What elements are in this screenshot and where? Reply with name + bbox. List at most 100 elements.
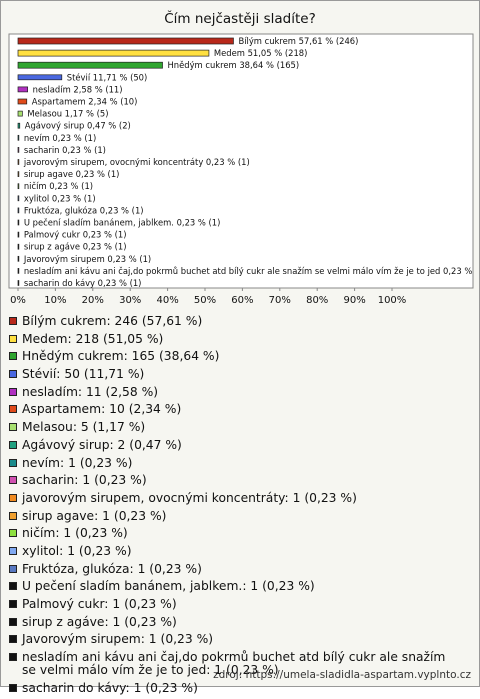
legend-label: sacharin do kávy: 1 (0,23 %) (22, 680, 198, 695)
bar (17, 255, 20, 262)
legend-label: U pečení sladím banánem, jablkem.: 1 (0,… (22, 579, 315, 594)
legend-item: Bílým cukrem: 246 (57,61 %) (9, 315, 459, 328)
legend-label: Melasou: 5 (1,17 %) (22, 420, 146, 435)
legend-label: Fruktóza, glukóza: 1 (0,23 %) (22, 561, 202, 576)
legend-item: Aspartamem: 10 (2,34 %) (9, 403, 459, 416)
legend-swatch (9, 653, 17, 662)
legend-swatch (9, 635, 17, 644)
legend-label: Hnědým cukrem: 165 (38,64 %) (22, 349, 220, 364)
bar-label: javorovým sirupem, ovocnými koncentráty … (23, 157, 250, 167)
plot-area (8, 33, 474, 289)
bar-label: nevím 0,23 % (1) (24, 133, 96, 143)
bar-label: Melasou 1,17 % (5) (27, 109, 108, 119)
bar-label: Palmový cukr 0,23 % (1) (24, 230, 127, 240)
legend-item: Fruktóza, glukóza: 1 (0,23 %) (9, 561, 459, 576)
legend-swatch (9, 317, 17, 325)
chart: Čím nejčastěji sladíte? Bílým cukrem 57,… (8, 9, 479, 306)
x-tick-label: 70% (269, 295, 291, 306)
bar-label: Aspartamem 2,34 % (10) (32, 97, 138, 107)
legend-item: sacharin: 1 (0,23 %) (9, 474, 459, 487)
x-tick-label: 60% (231, 295, 253, 306)
plot: Bílým cukrem 57,61 % (246) Medem 51,05 % … (17, 36, 479, 288)
legend-item: Melasou: 5 (1,17 %) (9, 421, 459, 434)
bar (17, 134, 20, 141)
legend-swatch (9, 511, 17, 520)
x-tick-label: 0% (10, 295, 26, 306)
legend-swatch (9, 370, 17, 379)
legend-item: nevím: 1 (0,23 %) (9, 455, 459, 470)
legend-label: sirup agave: 1 (0,23 %) (22, 508, 167, 523)
bar-label: sacharin do kávy 0,23 % (1) (24, 278, 142, 288)
bar (17, 86, 28, 93)
legend-swatch (9, 387, 17, 396)
bar-label: Agávový sirup 0,47 % (2) (25, 121, 131, 131)
x-tick-label: 50% (194, 295, 216, 306)
bar (17, 61, 163, 69)
x-tick-label: 20% (82, 295, 104, 306)
bar-label: Hnědým cukrem 38,64 % (165) (168, 60, 300, 70)
bar (17, 219, 20, 226)
legend-swatch (9, 600, 17, 608)
legend-item: ničím: 1 (0,23 %) (9, 527, 459, 540)
bar-label: nesladím ani kávu ani čaj,do pokrmů buch… (24, 266, 479, 276)
source: zdroj: https://umela-sladidla-aspartam.v… (213, 669, 471, 681)
legend-swatch (9, 458, 17, 467)
legend-item: Palmový cukr: 1 (0,23 %) (9, 598, 459, 611)
legend-item: Javorovým sirupem: 1 (0,23 %) (9, 633, 459, 646)
legend-swatch (9, 564, 17, 573)
legend-swatch (9, 334, 17, 343)
bar (17, 98, 28, 105)
legend-label: Javorovým sirupem: 1 (0,23 %) (22, 632, 214, 647)
legend-item: nesladím: 11 (2,58 %) (9, 384, 459, 399)
x-tick-label: 30% (119, 295, 141, 306)
legend: Bílým cukrem: 246 (57,61 %) Medem: 218 (5… (9, 315, 459, 699)
legend-label: javorovým sirupem, ovocnými koncentráty:… (22, 490, 357, 505)
legend-swatch (9, 617, 17, 626)
legend-label: ničím: 1 (0,23 %) (22, 526, 128, 541)
legend-swatch (9, 546, 17, 555)
x-tick-label: 40% (156, 295, 178, 306)
bar (17, 207, 20, 214)
legend-item: nesladím ani kávu ani čaj,do pokrmů buch… (9, 651, 459, 677)
legend-label: Bílým cukrem: 246 (57,61 %) (22, 314, 203, 328)
bar (17, 243, 20, 250)
bar-label: xylitol 0,23 % (1) (24, 193, 96, 203)
legend-item: Agávový sirup: 2 (0,47 %) (9, 438, 459, 452)
legend-swatch (9, 493, 17, 502)
bar-label: sacharin 0,23 % (1) (24, 145, 106, 155)
bar (17, 74, 63, 81)
bar-label: Stévií 11,71 % (50) (67, 72, 147, 82)
bar (17, 147, 20, 153)
legend-label: Aspartamem: 10 (2,34 %) (22, 402, 182, 417)
x-tick-label: 10% (44, 295, 66, 306)
legend-label: Medem: 218 (51,05 %) (22, 331, 164, 346)
legend-item: Medem: 218 (51,05 %) (9, 331, 459, 346)
legend-label: nesladím: 11 (2,58 %) (22, 384, 159, 399)
legend-item: xylitol: 1 (0,23 %) (9, 543, 459, 558)
bar (17, 268, 20, 274)
legend-swatch (9, 683, 17, 692)
bar-label: Medem 51,05 % (218) (214, 48, 307, 58)
legend-label: Stévií: 50 (11,71 %) (22, 367, 145, 382)
legend-swatch (9, 405, 17, 414)
bar-label: sirup agave 0,23 % (1) (24, 169, 120, 179)
legend-label: nevím: 1 (0,23 %) (22, 455, 133, 470)
x-tick-label: 90% (343, 295, 365, 306)
chart-title: Čím nejčastěji sladíte? (164, 9, 316, 27)
legend-item: Stévií: 50 (11,71 %) (9, 368, 459, 381)
bar (17, 195, 20, 202)
legend-swatch (9, 423, 17, 432)
bar (17, 110, 23, 117)
bar (17, 37, 234, 45)
legend-swatch (9, 440, 17, 449)
legend-swatch (9, 476, 17, 485)
legend-label: Palmový cukr: 1 (0,23 %) (22, 597, 177, 611)
legend-label: xylitol: 1 (0,23 %) (22, 543, 132, 558)
bar (17, 183, 20, 190)
bar (17, 280, 20, 286)
legend-label: sirup z agáve: 1 (0,23 %) (22, 614, 177, 629)
legend-item: javorovým sirupem, ovocnými koncentráty:… (9, 490, 459, 505)
legend-label: sacharin: 1 (0,23 %) (22, 473, 147, 488)
bar (17, 49, 210, 57)
